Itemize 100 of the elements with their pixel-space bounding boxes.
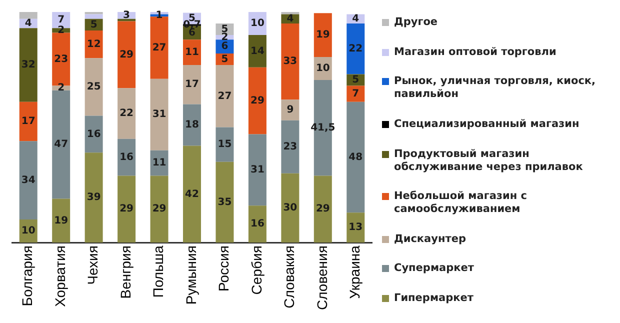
- legend-label: Другое: [394, 16, 438, 29]
- bar: [150, 176, 168, 243]
- data-label: 7: [352, 88, 360, 100]
- x-tick-label: Словения: [314, 246, 330, 310]
- x-tick-label: Россия: [216, 246, 232, 292]
- x-tick-label: Венгрия: [117, 246, 134, 299]
- data-label: 10: [21, 226, 36, 237]
- data-label: 18: [185, 120, 199, 131]
- data-label: 19: [54, 215, 68, 226]
- bar: [216, 162, 234, 243]
- data-label: 16: [250, 218, 264, 230]
- legend-label: Рынок, уличная торговля, киоск, павильйон: [394, 75, 597, 102]
- data-label: 12: [86, 38, 101, 50]
- x-tick-label: Сербия: [248, 246, 264, 295]
- bar: [216, 65, 234, 128]
- bar: [52, 90, 70, 199]
- data-label: 32: [21, 60, 36, 71]
- data-label: 15: [218, 139, 232, 150]
- data-label: 4: [286, 14, 294, 25]
- bar: [281, 24, 300, 100]
- data-label: 14: [250, 46, 264, 57]
- bar: [216, 127, 234, 162]
- bar: [346, 86, 365, 102]
- legend-label: Супермаркет: [394, 262, 474, 276]
- x-tick-label: Болгария: [19, 246, 36, 306]
- data-label: 29: [120, 204, 134, 215]
- data-label: 29: [250, 95, 264, 106]
- data-label: 13: [348, 222, 363, 234]
- bar: [150, 78, 168, 150]
- data-label: 19: [316, 30, 330, 41]
- bar: [281, 120, 300, 174]
- data-label: 22: [348, 43, 363, 54]
- data-label: 1: [156, 10, 163, 22]
- data-label: 10: [250, 18, 264, 30]
- bar: [84, 152, 103, 243]
- bar: [281, 100, 300, 120]
- legend-label: Небольшой магазин с самообслуживанием: [394, 190, 528, 216]
- bar: [281, 173, 300, 243]
- bar: [84, 14, 103, 19]
- bar: [84, 116, 103, 153]
- bar: [118, 176, 136, 243]
- bar: [183, 65, 201, 104]
- data-label: 9: [286, 104, 294, 116]
- data-label: 22: [120, 108, 134, 120]
- legend-label: Магазин оптовой торговли: [394, 46, 556, 59]
- x-tick-label: Украина: [346, 245, 362, 299]
- data-label: 10: [316, 63, 330, 74]
- data-label: 29: [120, 49, 134, 60]
- bar: [150, 16, 168, 79]
- bar: [314, 13, 332, 57]
- data-label: 11: [152, 158, 166, 169]
- data-label: 27: [218, 90, 232, 102]
- data-label: 17: [21, 116, 36, 128]
- data-label: 6: [221, 41, 228, 52]
- bar: [19, 141, 38, 220]
- bar: [248, 134, 266, 206]
- data-label: 47: [54, 139, 68, 150]
- data-label: 42: [185, 188, 199, 200]
- data-label: 34: [21, 174, 36, 186]
- data-label: 27: [152, 42, 166, 54]
- legend-label: Дискаунтер: [394, 232, 466, 246]
- x-tick-label: Чехия: [84, 246, 101, 285]
- bar: [346, 102, 365, 213]
- data-label: 29: [152, 204, 166, 215]
- data-label: 31: [152, 109, 166, 120]
- data-label: 5: [90, 19, 98, 30]
- data-label: 39: [86, 192, 101, 204]
- data-label: 11: [185, 46, 199, 58]
- legend-label: Гипермаркет: [394, 292, 474, 305]
- data-label: 16: [86, 128, 101, 140]
- data-label: 31: [250, 164, 264, 176]
- bar: [19, 12, 38, 19]
- legend-label: Продуктовый магазин обслуживание через прилавок: [394, 148, 584, 174]
- data-label: 25: [86, 82, 101, 93]
- bar: [248, 67, 266, 134]
- data-label: 7: [58, 14, 65, 26]
- bar: [19, 102, 38, 142]
- data-label: 6: [188, 27, 196, 38]
- bar: [118, 138, 136, 176]
- data-label: 29: [316, 204, 330, 215]
- bar: [118, 88, 136, 139]
- data-label: 35: [218, 196, 232, 208]
- bar: [248, 35, 266, 68]
- data-label: 48: [348, 152, 363, 163]
- bar: [314, 176, 332, 243]
- data-label: 4: [352, 14, 360, 25]
- data-label: 3: [123, 10, 130, 22]
- x-tick-label: Хорватия: [52, 246, 68, 307]
- bar: [183, 146, 201, 243]
- data-label: 23: [283, 141, 298, 152]
- bar: [52, 198, 70, 243]
- bar: [19, 28, 38, 102]
- bar: [248, 206, 266, 243]
- data-label: 33: [283, 56, 298, 68]
- bar: [183, 104, 201, 146]
- bar: [84, 58, 103, 116]
- bar: [346, 24, 365, 74]
- data-label: 4: [24, 18, 32, 30]
- data-label: 5: [352, 74, 360, 86]
- data-label: 30: [283, 202, 298, 214]
